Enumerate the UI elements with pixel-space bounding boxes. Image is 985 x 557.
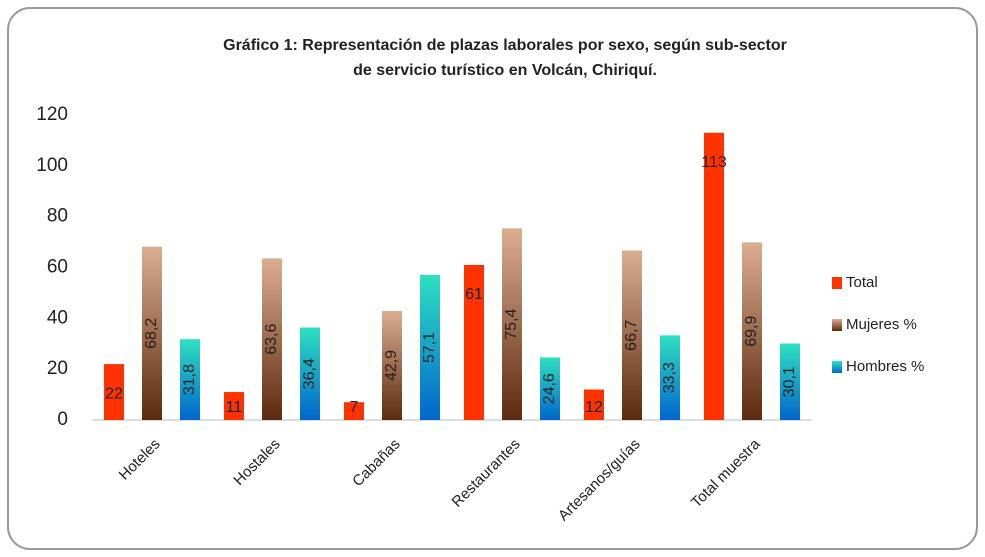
value-label: 24,6 xyxy=(541,373,558,404)
bar xyxy=(464,264,484,420)
y-tick-label: 120 xyxy=(36,104,68,125)
bar xyxy=(584,389,604,420)
chart-frame xyxy=(7,7,978,550)
bar xyxy=(622,250,642,420)
bar xyxy=(104,364,124,420)
bar xyxy=(660,335,680,420)
legend-label: Mujeres % xyxy=(846,316,917,333)
value-label: 63,6 xyxy=(263,324,280,355)
value-label: 66,7 xyxy=(623,320,640,351)
value-label: 31,8 xyxy=(181,364,198,395)
y-tick-label: 20 xyxy=(47,358,68,379)
value-label: 61 xyxy=(465,286,483,303)
bar xyxy=(262,258,282,420)
bar xyxy=(742,242,762,420)
value-label: 36,4 xyxy=(301,358,318,389)
value-label: 33,3 xyxy=(661,362,678,393)
y-tick-label: 0 xyxy=(57,409,68,430)
value-label: 113 xyxy=(701,154,727,171)
value-label: 42,9 xyxy=(383,350,400,381)
bar xyxy=(180,339,200,420)
legend-swatch xyxy=(832,277,842,289)
value-label: 57,1 xyxy=(421,332,438,363)
bar xyxy=(502,228,522,420)
chart-title: Gráfico 1: Representación de plazas labo… xyxy=(223,37,787,54)
bar xyxy=(344,402,364,420)
value-label: 12 xyxy=(585,399,603,416)
y-tick-label: 100 xyxy=(36,155,68,176)
y-tick-label: 40 xyxy=(47,307,68,328)
value-label: 68,2 xyxy=(143,318,160,349)
bar xyxy=(704,132,724,420)
y-tick-label: 80 xyxy=(47,206,68,227)
value-label: 30,1 xyxy=(781,366,798,397)
legend-swatch xyxy=(832,361,842,373)
legend-label: Total xyxy=(846,274,878,291)
value-label: 75,4 xyxy=(503,309,520,340)
bar xyxy=(540,357,560,420)
bar xyxy=(300,327,320,420)
value-label: 22 xyxy=(105,385,123,402)
bar xyxy=(780,343,800,420)
legend-label: Hombres % xyxy=(846,358,924,375)
bar xyxy=(142,246,162,420)
value-label: 69,9 xyxy=(743,315,760,346)
bar xyxy=(382,310,402,420)
value-label: 7 xyxy=(350,399,359,416)
bar xyxy=(420,274,440,420)
y-tick-label: 60 xyxy=(47,257,68,278)
legend-swatch xyxy=(832,319,842,331)
value-label: 11 xyxy=(226,399,243,416)
chart-title: de servicio turístico en Volcán, Chiriqu… xyxy=(353,62,657,79)
bar xyxy=(224,392,244,420)
